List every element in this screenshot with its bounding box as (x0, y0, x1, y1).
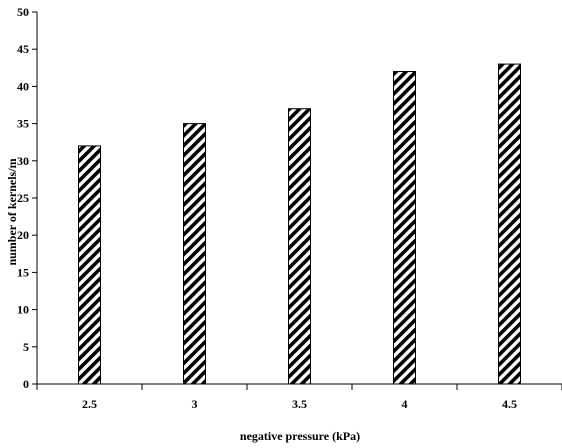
bar (393, 71, 416, 385)
plot-area: 0 5 10 15 20 25 30 35 40 45 50 2.5 3 3.5 4 4.5 (17, 5, 562, 411)
bar (288, 108, 311, 385)
y-axis-title: number of kernels/m (5, 158, 19, 265)
bar (78, 145, 101, 385)
x-tick-label: 3.5 (292, 397, 307, 411)
y-tick-label: 15 (17, 265, 29, 279)
y-tick-label: 10 (17, 303, 29, 317)
y-tick-label: 35 (17, 117, 29, 131)
x-tick-label: 4.5 (502, 397, 517, 411)
y-tick-label: 25 (17, 191, 29, 205)
y-tick-label: 50 (17, 5, 29, 19)
x-tick-label: 4 (402, 397, 408, 411)
y-tick-label: 5 (23, 340, 29, 354)
y-tick-label: 30 (17, 154, 29, 168)
bar (183, 123, 206, 385)
x-axis-title: negative pressure (kPa) (240, 429, 360, 443)
x-tick-label: 3 (192, 397, 198, 411)
bar (498, 63, 521, 385)
y-tick-label: 40 (17, 79, 29, 93)
y-tick-label: 0 (23, 377, 29, 391)
x-tick-label: 2.5 (82, 397, 97, 411)
y-tick-label: 20 (17, 228, 29, 242)
y-tick-label: 45 (17, 42, 29, 56)
